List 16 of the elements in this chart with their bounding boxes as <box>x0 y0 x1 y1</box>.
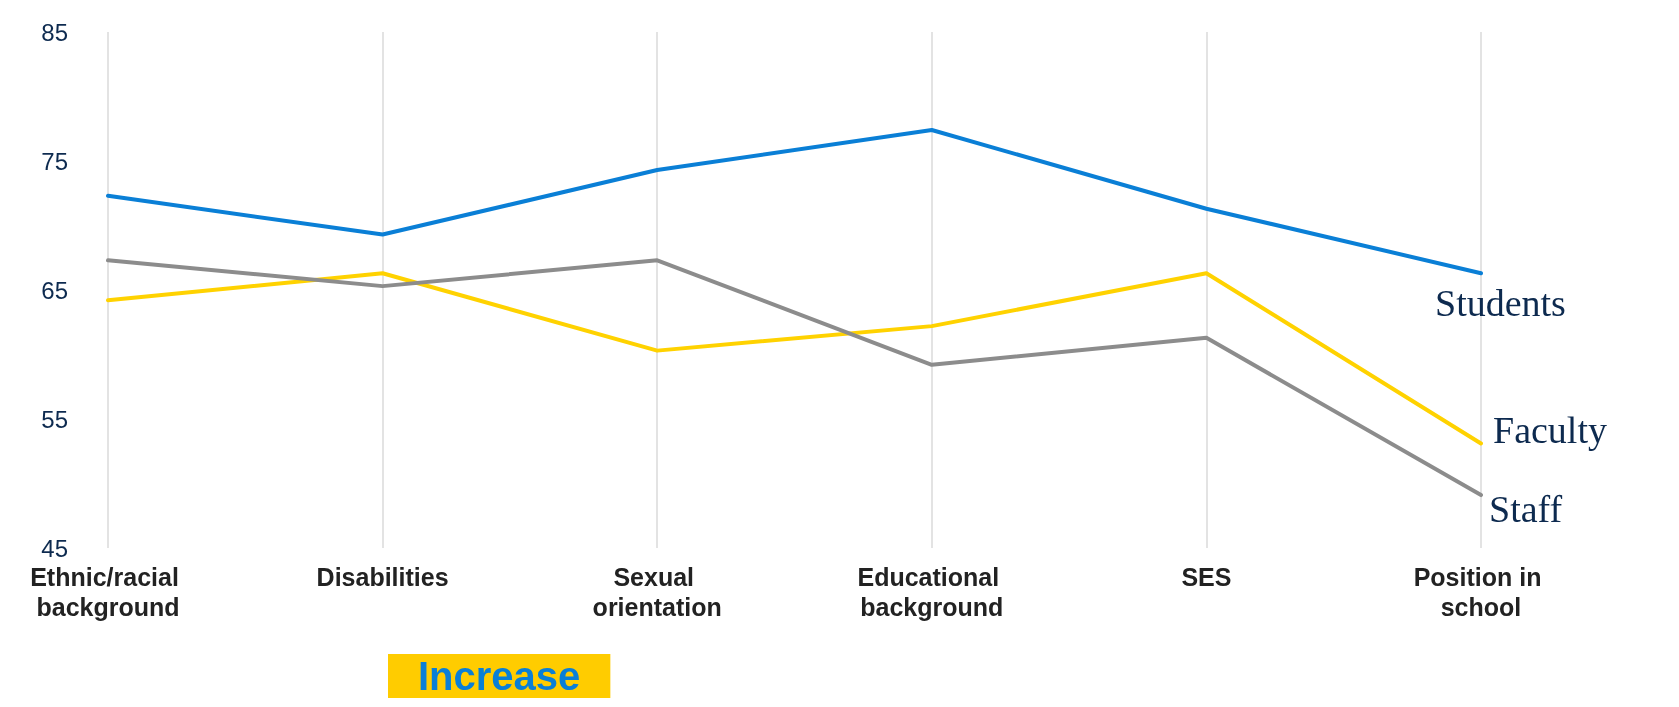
x-tick-label: Educational background <box>857 563 1007 621</box>
x-tick-label: SES <box>1181 563 1232 591</box>
x-tick-label: Ethnic/racial background <box>30 563 186 621</box>
y-tick-label: 65 <box>41 276 68 304</box>
y-tick-label: 55 <box>41 405 68 433</box>
series-label: Students <box>1435 282 1566 325</box>
x-tick-label: Sexual orientation <box>592 563 722 621</box>
y-tick-label: 85 <box>41 18 68 46</box>
x-tick-label: Position in school <box>1413 563 1549 621</box>
y-tick-label: 75 <box>41 147 68 175</box>
line-series <box>106 128 1483 276</box>
series-label: Staff <box>1489 488 1563 531</box>
text: Increase <box>418 654 581 698</box>
series-label: Faculty <box>1493 408 1607 451</box>
x-tick-label: Disabilities <box>316 563 449 591</box>
y-tick-label: 45 <box>41 534 68 562</box>
